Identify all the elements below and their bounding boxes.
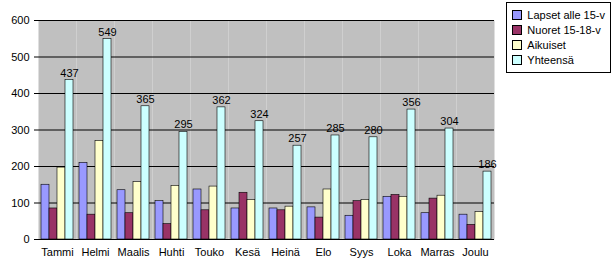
svg-text:295: 295 (174, 118, 192, 130)
svg-text:Elo: Elo (316, 246, 332, 258)
svg-text:300: 300 (11, 124, 29, 136)
svg-text:365: 365 (136, 93, 154, 105)
svg-text:257: 257 (288, 132, 306, 144)
svg-text:Kesä: Kesä (235, 246, 261, 258)
svg-text:285: 285 (326, 122, 344, 134)
html-text:Aikuiset: Aikuiset (527, 39, 566, 51)
html-text:Yhteensä: Yhteensä (527, 54, 574, 66)
svg-text:Helmi: Helmi (81, 246, 109, 258)
svg-text:356: 356 (402, 96, 420, 108)
svg-text:324: 324 (250, 108, 268, 120)
svg-text:Syys: Syys (350, 246, 374, 258)
svg-text:186: 186 (478, 158, 496, 170)
svg-text:400: 400 (11, 87, 29, 99)
svg-text:Touko: Touko (195, 246, 224, 258)
svg-text:Tammi: Tammi (41, 246, 73, 258)
svg-text:Marras: Marras (420, 246, 455, 258)
svg-text:280: 280 (364, 124, 382, 136)
svg-text:100: 100 (11, 197, 29, 209)
svg-text:304: 304 (440, 115, 458, 127)
svg-text:0: 0 (23, 233, 29, 245)
svg-text:Loka: Loka (388, 246, 413, 258)
svg-text:Huhti: Huhti (159, 246, 185, 258)
svg-text:500: 500 (11, 51, 29, 63)
html-text:Nuoret 15-18-v: Nuoret 15-18-v (527, 24, 601, 36)
svg-text:Joulu: Joulu (462, 246, 488, 258)
svg-text:600: 600 (11, 14, 29, 26)
svg-text:200: 200 (11, 160, 29, 172)
svg-text:549: 549 (98, 26, 116, 38)
svg-text:437: 437 (60, 67, 78, 79)
svg-text:362: 362 (212, 94, 230, 106)
html-text:Lapset alle 15-v: Lapset alle 15-v (527, 9, 605, 21)
svg-text:Heinä: Heinä (271, 246, 301, 258)
svg-text:Maalis: Maalis (118, 246, 150, 258)
